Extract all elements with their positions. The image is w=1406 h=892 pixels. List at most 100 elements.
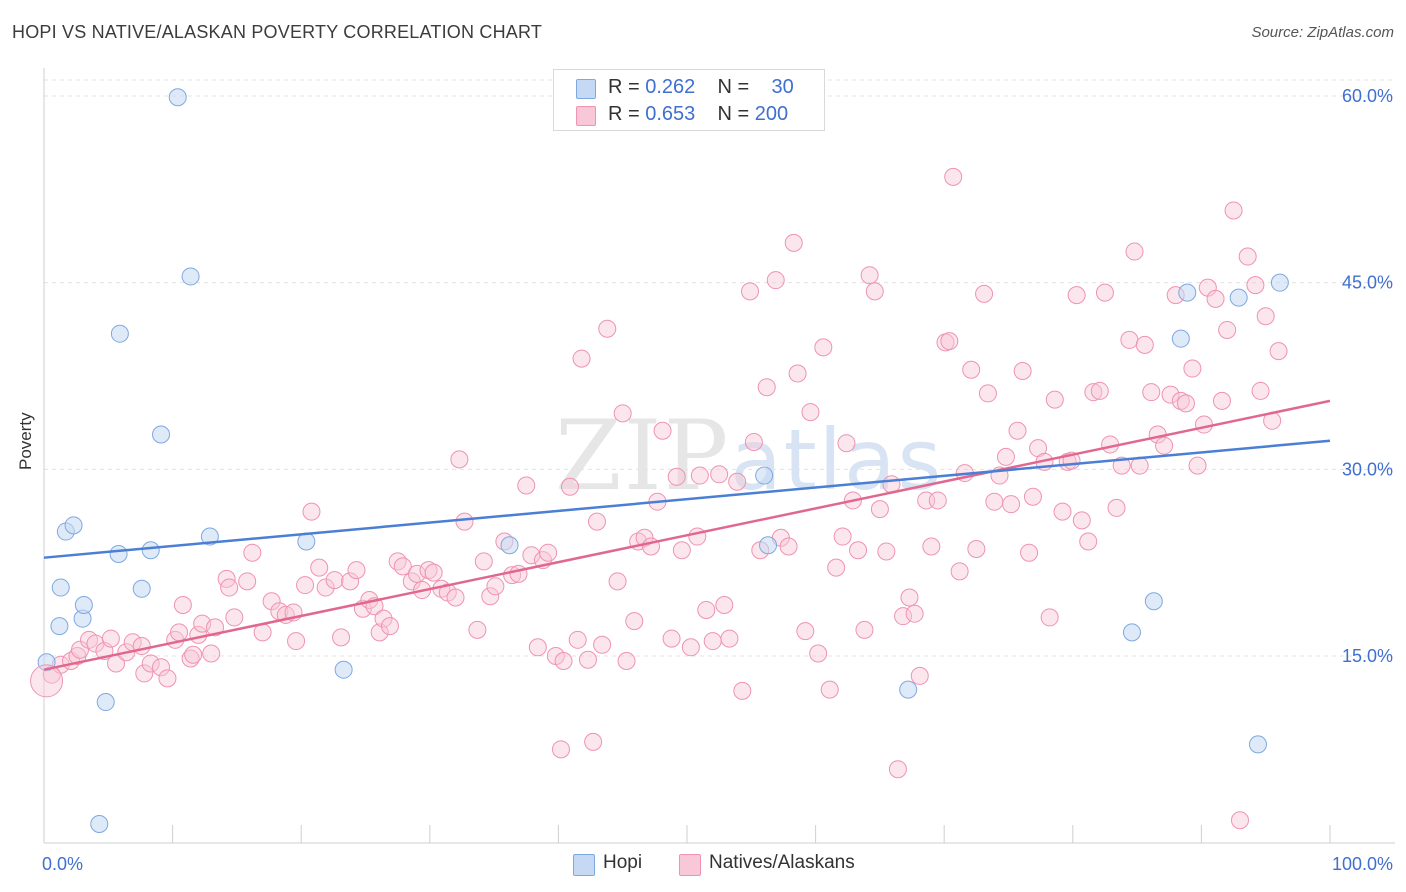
natives-point-14 (141, 654, 160, 673)
natives-point-147 (967, 539, 986, 558)
natives-point-199 (1269, 342, 1288, 361)
hopi-point-11 (132, 579, 151, 598)
natives-point-160 (1040, 608, 1059, 627)
natives-point-81 (578, 650, 597, 669)
natives-point-12 (132, 637, 151, 656)
natives-point-105 (720, 629, 739, 648)
hopi-point-23 (1122, 623, 1141, 642)
natives-point-94 (653, 421, 672, 440)
hopi-point-6 (74, 595, 93, 614)
natives-point-63 (468, 620, 487, 639)
natives-point-97 (672, 541, 691, 560)
natives-point-16 (158, 669, 177, 688)
natives-point-189 (1206, 289, 1225, 308)
natives-point-106 (728, 472, 747, 491)
hopi-point-28 (1248, 735, 1267, 754)
natives-point-166 (1072, 511, 1091, 530)
natives-point-99 (688, 527, 707, 546)
natives-point-177 (1135, 335, 1154, 354)
natives-point-77 (554, 651, 573, 670)
natives-point-186 (1188, 456, 1207, 475)
natives-point-28 (225, 608, 244, 627)
natives-point-86 (608, 572, 627, 591)
natives-point-52 (393, 557, 412, 576)
natives-point-183 (1171, 391, 1190, 410)
natives-point-104 (715, 595, 734, 614)
natives-point-98 (681, 638, 700, 657)
natives-point-195 (1246, 276, 1265, 295)
natives-point-large (30, 664, 64, 698)
hopi-point-13 (152, 425, 171, 444)
legend-swatch-natives (576, 106, 596, 126)
natives-point-194 (1238, 247, 1257, 266)
natives-point-38 (302, 502, 321, 521)
natives-point-157 (1023, 487, 1042, 506)
natives-point-149 (978, 384, 997, 403)
hopi-point-8 (96, 693, 115, 712)
natives-point-146 (962, 360, 981, 379)
natives-point-170 (1095, 283, 1114, 302)
natives-point-190 (1212, 391, 1231, 410)
legend-text-natives: R = 0.653 N = 200 (608, 103, 789, 125)
y-tick-label-30: 30.0% (1342, 459, 1393, 479)
natives-point-150 (985, 492, 1004, 511)
natives-point-49 (374, 609, 393, 628)
natives-point-108 (741, 282, 760, 301)
natives-point-60 (446, 588, 465, 607)
natives-point-178 (1142, 383, 1161, 402)
watermark: ZIPatlas (555, 400, 943, 512)
natives-point-169 (1090, 381, 1109, 400)
hopi-point-10 (110, 324, 129, 343)
natives-point-101 (697, 600, 716, 619)
correlation-legend: R = 0.262 N = 30 R = 0.653 N = 200 (553, 69, 825, 131)
hopi-point-27 (1229, 288, 1248, 307)
natives-point-44 (347, 561, 366, 580)
natives-point-128 (860, 266, 879, 285)
hopi-trend-line (43, 439, 1331, 559)
natives-point-85 (598, 319, 617, 338)
natives-point-62 (455, 512, 474, 531)
hopi-point-9 (109, 544, 128, 563)
natives-point-180 (1155, 436, 1174, 455)
hopi-point-2 (51, 578, 70, 597)
hopi-point-14 (168, 88, 187, 107)
natives-point-154 (1008, 421, 1027, 440)
natives-point-129 (865, 282, 884, 301)
natives-point-72 (528, 638, 547, 657)
hopi-point-21 (759, 536, 778, 555)
natives-point-30 (243, 543, 262, 562)
hopi-point-29 (1270, 273, 1289, 292)
natives-point-197 (1256, 307, 1275, 326)
natives-point-185 (1183, 359, 1202, 378)
natives-point-95 (662, 629, 681, 648)
natives-point-136 (905, 604, 924, 623)
natives-point-173 (1112, 456, 1131, 475)
natives-point-130 (870, 500, 889, 519)
natives-point-135 (900, 588, 919, 607)
natives-point-153 (1002, 495, 1021, 514)
natives-point-131 (877, 542, 896, 561)
bottom-legend-label-hopi: Hopi (603, 852, 643, 873)
natives-point-48 (370, 623, 389, 642)
natives-point-140 (928, 491, 947, 510)
natives-point-8 (101, 629, 120, 648)
natives-point-15 (152, 658, 171, 677)
natives-point-123 (833, 527, 852, 546)
hopi-point-26 (1178, 283, 1197, 302)
natives-point-61 (450, 450, 469, 469)
y-tick-label-45: 45.0% (1342, 273, 1393, 293)
natives-point-29 (238, 572, 257, 591)
natives-point-83 (587, 512, 606, 531)
natives-point-69 (509, 564, 528, 583)
natives-point-139 (922, 537, 941, 556)
natives-point-126 (849, 541, 868, 560)
natives-point-133 (888, 760, 907, 779)
natives-point-161 (1045, 390, 1064, 409)
natives-point-137 (910, 666, 929, 685)
natives-point-36 (287, 632, 306, 651)
natives-point-124 (837, 434, 856, 453)
natives-point-134 (894, 607, 913, 626)
x-tick-label-100: 100.0% (1332, 854, 1393, 874)
natives-point-50 (380, 617, 399, 636)
natives-point-13 (135, 664, 154, 683)
